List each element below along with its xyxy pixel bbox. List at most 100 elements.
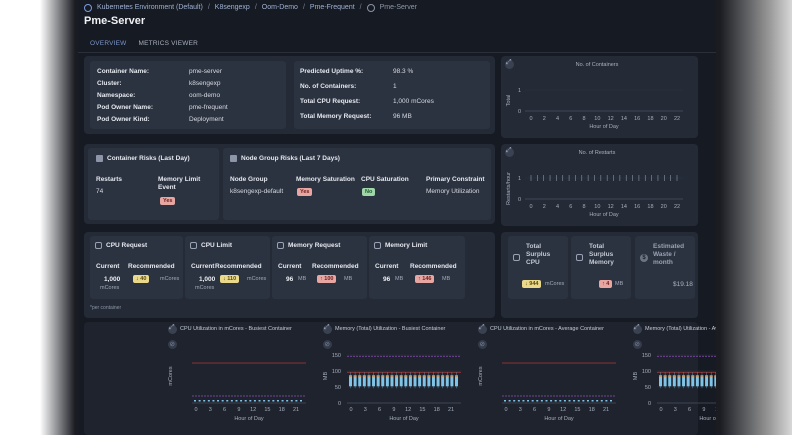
box-plot-box <box>221 400 224 402</box>
risks-panel <box>84 144 495 224</box>
box-plot-box <box>522 400 525 402</box>
x-tick-label: 6 <box>569 204 572 210</box>
arrow-up-icon: ↑ <box>320 276 325 282</box>
breadcrumb-item-environment[interactable]: Kubernetes Environment (Default) <box>97 4 203 11</box>
cpu-icon <box>190 242 197 249</box>
current-label: Current <box>191 263 215 270</box>
surplus-card: $ Estimated Waste / month $19.18 <box>635 236 695 299</box>
surplus-unit: MB <box>615 281 624 287</box>
box-plot-box <box>545 400 548 402</box>
arrow-up-icon: ↑ <box>418 276 423 282</box>
x-tick-label: 20 <box>661 116 667 122</box>
current-label: Current <box>375 263 399 270</box>
cpu-icon <box>513 254 520 261</box>
container-risks-card <box>88 148 219 220</box>
box-plot-box <box>559 400 562 402</box>
reset-zoom-icon[interactable] <box>478 340 487 349</box>
expand-icon[interactable] <box>478 324 487 334</box>
tab-metrics-viewer[interactable]: METRICS VIEWER <box>138 40 199 47</box>
details-panel <box>84 56 495 134</box>
container-icon <box>366 3 375 12</box>
x-tick-label: 15 <box>264 407 270 413</box>
box-plot-box <box>513 400 516 402</box>
tab-overview[interactable]: OVERVIEW <box>84 38 133 53</box>
box-plot-box <box>582 400 585 402</box>
card-title: Memory Request <box>277 242 340 249</box>
recommended-label: Recommended <box>128 263 175 270</box>
box-plot-box <box>427 375 431 387</box>
expand-icon[interactable] <box>505 147 514 157</box>
x-axis-label: Hour of Day <box>544 416 574 422</box>
expand-icon[interactable] <box>323 324 332 334</box>
recommended-badge: ↑ 100 <box>317 275 337 283</box>
box-plot-box <box>235 400 238 402</box>
expand-icon[interactable] <box>505 59 514 69</box>
card-title: CPU Limit <box>190 242 232 249</box>
recommended-badge: ↑ 146 <box>415 275 435 283</box>
box-plot-box <box>353 375 357 387</box>
card-title: CPU Request <box>95 242 147 249</box>
x-tick-label: 0 <box>194 407 197 413</box>
box-plot-box <box>290 400 293 402</box>
dollar-icon: $ <box>640 254 648 262</box>
x-tick-label: 4 <box>556 204 559 210</box>
box-plot-box <box>714 375 716 387</box>
box-plot-box <box>244 400 247 402</box>
y-axis-label: Restarts/hour <box>506 172 512 205</box>
tab-divider <box>78 52 716 53</box>
container-risks-header: Container Risks (Last Day) <box>96 155 190 162</box>
reset-zoom-icon[interactable] <box>323 340 332 349</box>
recommendation-card: Memory Limit Current Recommended 96 MB ↑ 146 M… <box>369 236 465 299</box>
box-plot-box <box>413 375 417 387</box>
box-plot-box <box>226 400 229 402</box>
breadcrumb-item-container: Pme-Server <box>379 4 417 11</box>
expand-icon[interactable] <box>168 324 177 334</box>
x-tick-label: 12 <box>715 407 716 413</box>
chart-title: Memory (Total) Utilization - Average Con… <box>645 326 716 332</box>
box-plot-box <box>385 375 389 387</box>
box-plot-box <box>418 375 422 387</box>
box-plot-box <box>517 400 520 402</box>
box-plot-box <box>691 375 695 387</box>
x-tick-label: 9 <box>702 407 705 413</box>
current-value: 1,000 <box>104 276 121 283</box>
current-unit: mCores <box>195 285 215 291</box>
surplus-title: Estimated <box>653 243 685 250</box>
x-axis-label: Hour of Day <box>589 124 619 130</box>
x-tick-label: 9 <box>237 407 240 413</box>
box-plot-box <box>263 400 266 402</box>
reset-zoom-icon[interactable] <box>168 340 177 349</box>
breadcrumb-item-cluster[interactable]: K8sengexp <box>214 4 250 11</box>
memory-icon <box>576 254 583 261</box>
chart-title: No. of Containers <box>575 62 619 68</box>
breadcrumb-item-pod-owner[interactable]: Pme-Frequent <box>309 4 355 11</box>
box-plot-box <box>404 375 408 387</box>
expand-icon[interactable] <box>633 324 642 334</box>
surplus-title: Waste / <box>653 251 676 258</box>
box-plot-box <box>536 400 539 402</box>
surplus-title: Surplus <box>589 251 614 258</box>
node-group-value[interactable]: k8sengexp-default <box>230 188 284 195</box>
y-tick-label: 0 <box>338 401 341 407</box>
memory-limit-event-label: Memory Limit <box>158 176 201 183</box>
breadcrumb-item-namespace[interactable]: Oom-Demo <box>261 4 298 11</box>
x-axis-label: Hour of Day <box>699 416 716 422</box>
reset-zoom-icon[interactable] <box>633 340 642 349</box>
y-tick-label: 0 <box>518 197 521 203</box>
box-plot-box <box>531 400 534 402</box>
chart-title: CPU Utilization in mCores - Busiest Cont… <box>180 326 292 332</box>
node-group-risks-card <box>223 148 491 220</box>
primary-constraint-col: Primary Constraint <box>426 176 485 183</box>
cpu-saturation-col: CPU Saturation <box>361 176 409 183</box>
x-tick-label: 21 <box>293 407 299 413</box>
box-plot-box <box>399 375 403 387</box>
box-plot-box <box>249 400 252 402</box>
arrow-down-icon: ↓ <box>223 276 228 282</box>
recommended-label: Recommended <box>215 263 262 270</box>
x-tick-label: 10 <box>594 116 600 122</box>
x-tick-label: 22 <box>674 116 680 122</box>
box-plot-box <box>554 400 557 402</box>
box-plot-box <box>267 400 270 402</box>
app-window: Kubernetes Environment (Default) / K8sen… <box>78 0 716 435</box>
